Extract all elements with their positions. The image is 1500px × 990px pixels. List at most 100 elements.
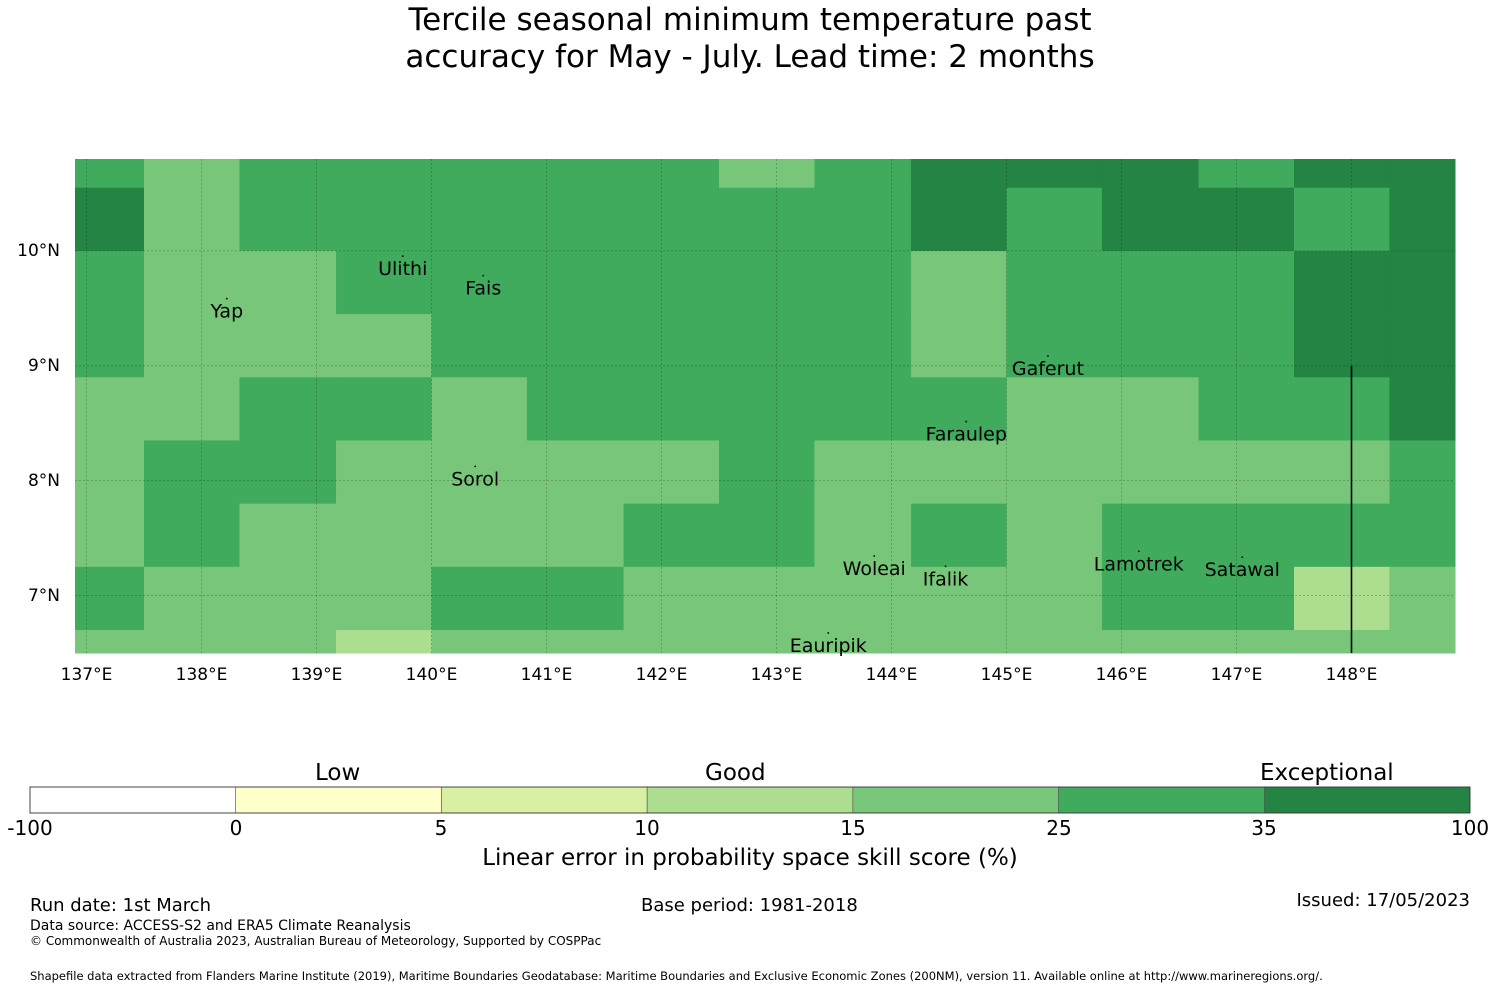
colorbar-segment <box>1058 786 1265 814</box>
skill-cell <box>239 250 337 315</box>
skill-cell <box>1198 314 1295 378</box>
colorbar-title: Linear error in probability space skill … <box>482 845 1018 871</box>
skill-cell <box>431 503 528 568</box>
skill-cell <box>526 630 625 654</box>
skill-cell <box>431 630 528 654</box>
skill-cell <box>431 159 528 189</box>
skill-cell <box>336 440 432 505</box>
place-sorol: Sorol <box>451 465 499 490</box>
colorbar-category-good: Good <box>705 760 766 786</box>
skill-cell <box>526 377 625 441</box>
island-marker <box>1241 556 1244 559</box>
place-label: Ifalik <box>923 568 969 590</box>
skill-cell <box>239 440 337 505</box>
lon-tick-label: 144°E <box>865 665 918 685</box>
island-marker <box>873 555 876 557</box>
skill-cell <box>1101 250 1200 315</box>
skill-cell <box>623 314 720 378</box>
skill-cell <box>814 630 912 654</box>
skill-cell <box>431 314 528 378</box>
skill-cell <box>1389 566 1456 631</box>
skill-cell <box>1198 503 1295 568</box>
lon-tick-label: 139°E <box>290 665 343 685</box>
lon-tick-label: 140°E <box>405 665 458 685</box>
place-gaferut: Gaferut <box>1012 355 1084 380</box>
skill-cell <box>719 440 815 505</box>
island-marker <box>225 297 228 300</box>
colorbar-segment <box>1263 786 1471 814</box>
skill-cell <box>623 250 720 315</box>
colorbar <box>29 786 1471 814</box>
skill-cell <box>526 503 625 568</box>
skill-cell <box>623 377 720 441</box>
skill-cell <box>144 250 240 315</box>
island-marker <box>1047 355 1049 357</box>
skill-cell <box>1389 503 1456 568</box>
skill-cell <box>1294 250 1390 315</box>
place-fais: Fais <box>465 274 501 300</box>
skill-cell <box>1294 566 1390 631</box>
skill-cell <box>1198 566 1295 631</box>
skill-cell <box>1006 250 1103 315</box>
skill-cell <box>814 503 912 568</box>
skill-cell <box>1198 159 1295 189</box>
skill-cell <box>75 503 145 568</box>
skill-cell <box>1389 314 1456 378</box>
place-yap: Yap <box>209 297 243 323</box>
place-eauripik: Eauripik <box>790 632 867 657</box>
skill-cell <box>719 314 815 378</box>
skill-cell <box>526 566 625 631</box>
lat-tick-label: 7°N <box>27 585 60 606</box>
skill-cell <box>336 250 432 315</box>
skill-cell <box>719 503 815 568</box>
skill-cell <box>1294 440 1390 505</box>
data-source: Data source: ACCESS-S2 and ERA5 Climate … <box>30 918 411 934</box>
skill-cell <box>239 630 337 654</box>
skill-cell <box>144 187 240 252</box>
skill-cell <box>1389 630 1456 654</box>
skill-cell <box>1101 440 1200 505</box>
colorbar-tick: 100 <box>1450 816 1490 840</box>
skill-cell <box>719 377 815 441</box>
skill-cell <box>431 440 528 505</box>
skill-cell <box>814 377 912 441</box>
run-date: Run date: 1st March <box>30 895 212 916</box>
skill-cell <box>1198 377 1295 441</box>
skill-cell <box>526 250 625 315</box>
skill-cell <box>1006 440 1103 505</box>
skill-cell <box>75 566 145 631</box>
skill-cell <box>1101 187 1200 252</box>
lat-tick-label: 10°N <box>17 240 60 261</box>
skill-cell <box>1294 503 1390 568</box>
island-marker <box>474 465 477 468</box>
island-marker <box>1137 550 1140 553</box>
skill-cell <box>719 159 815 189</box>
map-title-line-2: accuracy for May - July. Lead time: 2 mo… <box>405 39 1095 75</box>
map-title-line-1: Tercile seasonal minimum temperature pas… <box>408 2 1092 38</box>
skill-cell <box>911 187 1007 252</box>
skill-cell <box>719 566 815 631</box>
skill-cell <box>336 566 432 631</box>
place-label: Sorol <box>451 468 499 490</box>
skill-cell <box>75 377 145 441</box>
skill-cell <box>336 314 432 378</box>
skill-cell <box>526 187 625 252</box>
skill-cell <box>623 630 720 654</box>
skill-cell <box>911 159 1007 189</box>
lon-tick-label: 148°E <box>1325 665 1378 685</box>
skill-cell <box>1198 250 1295 315</box>
skill-cell <box>719 250 815 315</box>
graticule <box>75 159 1455 653</box>
skill-cell <box>623 566 720 631</box>
colorbar-tick: 5 <box>434 816 448 840</box>
place-label: Faraulep <box>926 424 1007 446</box>
skill-cell <box>1294 187 1390 252</box>
skill-cell <box>814 566 912 631</box>
skill-cell <box>911 377 1007 441</box>
skill-cell <box>623 503 720 568</box>
skill-cell <box>623 440 720 505</box>
place-label: Eauripik <box>790 635 867 657</box>
colorbar-tick: 35 <box>1251 816 1277 840</box>
place-lamotrek: Lamotrek <box>1094 550 1184 575</box>
